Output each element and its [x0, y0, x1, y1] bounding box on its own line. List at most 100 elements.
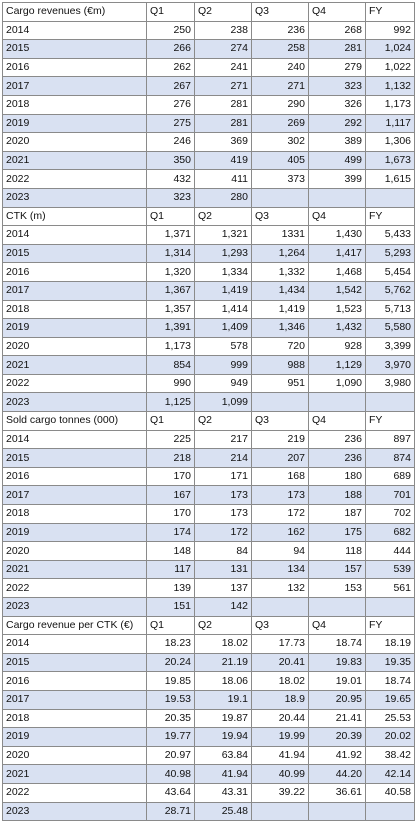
value-cell[interactable]: 19.94 — [194, 727, 252, 747]
value-cell[interactable]: 854 — [146, 355, 195, 375]
value-cell[interactable]: 167 — [146, 485, 195, 506]
value-cell[interactable]: 1,409 — [194, 318, 252, 338]
value-cell[interactable]: 41.92 — [308, 745, 366, 766]
column-header[interactable]: Q4 — [308, 615, 366, 636]
value-cell[interactable]: 1,024 — [365, 39, 415, 59]
year-cell[interactable]: 2015 — [2, 448, 147, 468]
value-cell[interactable]: 236 — [251, 20, 309, 41]
value-cell[interactable]: 373 — [251, 169, 309, 189]
value-cell[interactable]: 217 — [194, 429, 252, 450]
value-cell[interactable]: 1,357 — [146, 299, 195, 320]
value-cell[interactable]: 1,334 — [194, 262, 252, 282]
year-cell[interactable]: 2017 — [2, 689, 147, 710]
year-cell[interactable]: 2023 — [2, 801, 147, 821]
year-cell[interactable]: 2014 — [2, 634, 147, 654]
value-cell[interactable]: 151 — [146, 597, 195, 617]
year-cell[interactable]: 2020 — [2, 745, 147, 766]
value-cell[interactable]: 19.65 — [365, 689, 415, 710]
value-cell[interactable]: 134 — [251, 559, 309, 580]
year-cell[interactable]: 2022 — [2, 578, 147, 598]
section-title[interactable]: Sold cargo tonnes (000) — [2, 411, 147, 431]
value-cell[interactable]: 18.19 — [365, 634, 415, 654]
value-cell[interactable]: 137 — [194, 578, 252, 598]
value-cell[interactable]: 5,713 — [365, 299, 415, 320]
value-cell[interactable]: 1,132 — [365, 76, 415, 96]
value-cell[interactable]: 1,332 — [251, 262, 309, 282]
value-cell[interactable]: 246 — [146, 132, 195, 152]
value-cell[interactable]: 41.94 — [194, 764, 252, 784]
value-cell[interactable] — [308, 801, 366, 821]
value-cell[interactable]: 369 — [194, 132, 252, 152]
value-cell[interactable] — [365, 801, 415, 821]
value-cell[interactable]: 1,371 — [146, 225, 195, 245]
value-cell[interactable]: 172 — [251, 504, 309, 524]
value-cell[interactable]: 39.22 — [251, 782, 309, 803]
value-cell[interactable]: 689 — [365, 466, 415, 487]
value-cell[interactable]: 1,314 — [146, 243, 195, 264]
column-header[interactable]: Q1 — [146, 2, 195, 22]
value-cell[interactable] — [308, 597, 366, 617]
value-cell[interactable]: 250 — [146, 20, 195, 41]
value-cell[interactable]: 20.39 — [308, 727, 366, 747]
value-cell[interactable]: 292 — [308, 113, 366, 134]
value-cell[interactable]: 94 — [251, 541, 309, 561]
value-cell[interactable]: 171 — [194, 466, 252, 487]
value-cell[interactable]: 43.64 — [146, 782, 195, 803]
value-cell[interactable]: 1,264 — [251, 243, 309, 264]
value-cell[interactable]: 19.35 — [365, 652, 415, 673]
year-cell[interactable]: 2016 — [2, 262, 147, 282]
value-cell[interactable]: 170 — [146, 504, 195, 524]
column-header[interactable]: Q1 — [146, 206, 195, 227]
year-cell[interactable]: 2018 — [2, 708, 147, 729]
value-cell[interactable]: 1,434 — [251, 280, 309, 301]
value-cell[interactable]: 399 — [308, 169, 366, 189]
value-cell[interactable]: 20.24 — [146, 652, 195, 673]
value-cell[interactable]: 236 — [308, 429, 366, 450]
column-header[interactable]: Q2 — [194, 615, 252, 636]
value-cell[interactable]: 5,293 — [365, 243, 415, 264]
value-cell[interactable]: 132 — [251, 578, 309, 598]
year-cell[interactable]: 2014 — [2, 225, 147, 245]
value-cell[interactable]: 276 — [146, 94, 195, 115]
year-cell[interactable]: 2015 — [2, 39, 147, 59]
value-cell[interactable]: 18.74 — [365, 671, 415, 691]
value-cell[interactable]: 18.23 — [146, 634, 195, 654]
value-cell[interactable]: 1,117 — [365, 113, 415, 134]
value-cell[interactable]: 1,615 — [365, 169, 415, 189]
value-cell[interactable] — [308, 392, 366, 413]
value-cell[interactable]: 990 — [146, 373, 195, 394]
column-header[interactable]: Q2 — [194, 206, 252, 227]
value-cell[interactable]: 18.06 — [194, 671, 252, 691]
value-cell[interactable]: 38.42 — [365, 745, 415, 766]
year-cell[interactable]: 2022 — [2, 782, 147, 803]
value-cell[interactable]: 350 — [146, 150, 195, 171]
column-header[interactable]: Q4 — [308, 2, 366, 22]
value-cell[interactable] — [251, 187, 309, 208]
value-cell[interactable]: 175 — [308, 522, 366, 543]
value-cell[interactable]: 20.95 — [308, 689, 366, 710]
value-cell[interactable]: 405 — [251, 150, 309, 171]
value-cell[interactable]: 1,417 — [308, 243, 366, 264]
year-cell[interactable]: 2016 — [2, 57, 147, 78]
value-cell[interactable]: 236 — [308, 448, 366, 468]
column-header[interactable]: FY — [365, 411, 415, 431]
year-cell[interactable]: 2023 — [2, 392, 147, 413]
value-cell[interactable]: 84 — [194, 541, 252, 561]
value-cell[interactable]: 173 — [251, 485, 309, 506]
value-cell[interactable]: 19.1 — [194, 689, 252, 710]
value-cell[interactable]: 1,419 — [251, 299, 309, 320]
year-cell[interactable]: 2019 — [2, 113, 147, 134]
year-cell[interactable]: 2022 — [2, 373, 147, 394]
value-cell[interactable]: 188 — [308, 485, 366, 506]
value-cell[interactable]: 21.19 — [194, 652, 252, 673]
value-cell[interactable]: 153 — [308, 578, 366, 598]
value-cell[interactable]: 19.01 — [308, 671, 366, 691]
value-cell[interactable]: 63.84 — [194, 745, 252, 766]
value-cell[interactable] — [251, 801, 309, 821]
year-cell[interactable]: 2019 — [2, 318, 147, 338]
value-cell[interactable]: 267 — [146, 76, 195, 96]
value-cell[interactable]: 274 — [194, 39, 252, 59]
column-header[interactable]: Q4 — [308, 411, 366, 431]
value-cell[interactable]: 949 — [194, 373, 252, 394]
value-cell[interactable]: 411 — [194, 169, 252, 189]
